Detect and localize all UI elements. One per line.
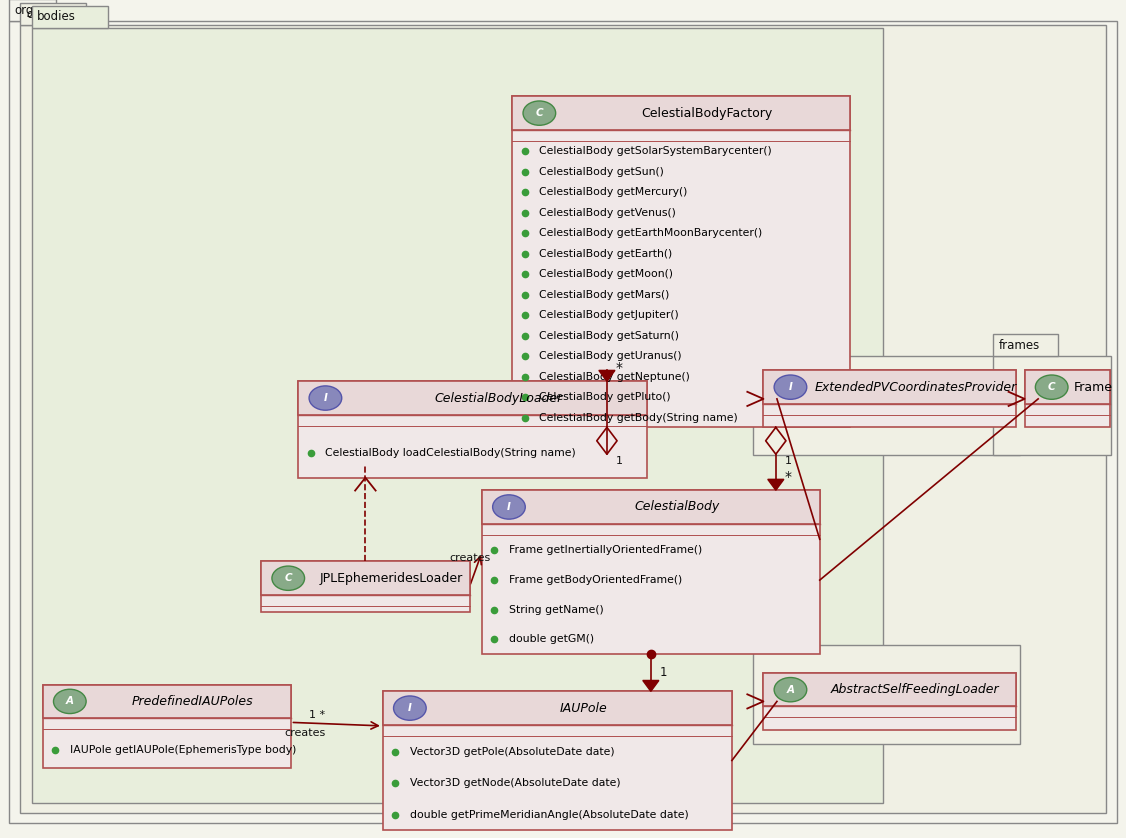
- Polygon shape: [599, 370, 615, 381]
- Circle shape: [394, 696, 427, 720]
- Bar: [43, 685, 291, 718]
- Text: 1 *: 1 *: [310, 710, 325, 720]
- Text: Frame: Frame: [1074, 380, 1112, 394]
- Text: IAUPole: IAUPole: [560, 701, 607, 715]
- Circle shape: [54, 689, 87, 713]
- Text: *: *: [785, 469, 792, 484]
- Bar: [753, 645, 1020, 744]
- Circle shape: [272, 566, 304, 590]
- Text: CelestialBody getMercury(): CelestialBody getMercury(): [539, 188, 688, 198]
- Bar: [32, 28, 883, 803]
- Text: orekit: orekit: [26, 8, 60, 21]
- Polygon shape: [643, 680, 659, 691]
- Bar: [43, 685, 291, 768]
- Bar: [1025, 370, 1110, 427]
- Text: CelestialBody getMoon(): CelestialBody getMoon(): [539, 269, 673, 279]
- Bar: [261, 561, 470, 612]
- Text: CelestialBody getPluto(): CelestialBody getPluto(): [539, 392, 671, 402]
- Text: CelestialBody getSun(): CelestialBody getSun(): [539, 167, 664, 177]
- Text: String getName(): String getName(): [509, 604, 604, 614]
- Text: IAUPole getIAUPole(EphemerisType body): IAUPole getIAUPole(EphemerisType body): [70, 744, 296, 754]
- Text: double getPrimeMeridianAngle(AbsoluteDate date): double getPrimeMeridianAngle(AbsoluteDat…: [410, 810, 689, 820]
- Text: 1: 1: [616, 456, 623, 466]
- Bar: [512, 96, 850, 427]
- Bar: [763, 673, 1016, 706]
- Circle shape: [775, 677, 807, 702]
- Bar: [20, 3, 86, 25]
- Bar: [298, 381, 647, 415]
- Bar: [482, 490, 820, 654]
- Text: utils: utils: [759, 339, 784, 352]
- Text: CelestialBody getMars(): CelestialBody getMars(): [539, 290, 670, 300]
- Bar: [753, 623, 807, 645]
- Text: A: A: [65, 696, 74, 706]
- Text: Frame getBodyOrientedFrame(): Frame getBodyOrientedFrame(): [509, 575, 682, 585]
- Text: 1: 1: [785, 456, 792, 466]
- Text: org: org: [15, 3, 34, 17]
- Text: I: I: [507, 502, 511, 512]
- Text: CelestialBodyLoader: CelestialBodyLoader: [435, 391, 563, 405]
- Bar: [753, 334, 812, 356]
- Bar: [763, 370, 1016, 427]
- Text: frames: frames: [999, 339, 1040, 352]
- Text: Frame getInertiallyOrientedFrame(): Frame getInertiallyOrientedFrame(): [509, 545, 703, 555]
- Bar: [383, 691, 732, 725]
- Bar: [9, 0, 56, 21]
- Bar: [298, 381, 647, 478]
- Bar: [753, 356, 1020, 455]
- Text: creates: creates: [284, 728, 325, 738]
- Text: creates: creates: [449, 553, 491, 563]
- Circle shape: [1036, 375, 1067, 399]
- Text: I: I: [788, 382, 793, 392]
- Circle shape: [493, 494, 525, 520]
- Text: JPLEphemeridesLoader: JPLEphemeridesLoader: [320, 572, 463, 585]
- Text: double getGM(): double getGM(): [509, 634, 595, 644]
- Text: C: C: [285, 573, 292, 583]
- Text: bodies: bodies: [37, 10, 77, 23]
- Bar: [32, 6, 108, 28]
- Bar: [261, 561, 470, 595]
- Text: CelestialBody getSolarSystemBarycenter(): CelestialBody getSolarSystemBarycenter(): [539, 147, 772, 157]
- Text: CelestialBody getEarth(): CelestialBody getEarth(): [539, 249, 672, 259]
- Circle shape: [309, 385, 342, 410]
- Text: CelestialBody getJupiter(): CelestialBody getJupiter(): [539, 310, 679, 320]
- Bar: [383, 691, 732, 830]
- Circle shape: [524, 101, 556, 125]
- Text: I: I: [323, 393, 328, 403]
- Text: CelestialBody getEarthMoonBarycenter(): CelestialBody getEarthMoonBarycenter(): [539, 228, 762, 238]
- Text: data: data: [759, 628, 786, 641]
- Text: CelestialBody: CelestialBody: [634, 500, 720, 514]
- Circle shape: [775, 375, 807, 399]
- Bar: [512, 96, 850, 130]
- Text: CelestialBody getBody(String name): CelestialBody getBody(String name): [539, 412, 739, 422]
- Text: *: *: [616, 360, 623, 375]
- Text: CelestialBody getUranus(): CelestialBody getUranus(): [539, 351, 682, 361]
- Text: Vector3D getPole(AbsoluteDate date): Vector3D getPole(AbsoluteDate date): [410, 747, 615, 757]
- Text: C: C: [536, 108, 543, 118]
- Bar: [1025, 370, 1110, 404]
- Bar: [482, 490, 820, 524]
- Text: CelestialBody getNeptune(): CelestialBody getNeptune(): [539, 371, 690, 381]
- Text: CelestialBody getSaturn(): CelestialBody getSaturn(): [539, 331, 679, 341]
- Text: PredefinedIAUPoles: PredefinedIAUPoles: [132, 695, 253, 708]
- Bar: [993, 334, 1058, 356]
- Bar: [763, 673, 1016, 730]
- Bar: [993, 356, 1111, 455]
- Text: A: A: [786, 685, 795, 695]
- Text: I: I: [408, 703, 412, 713]
- Text: CelestialBody getVenus(): CelestialBody getVenus(): [539, 208, 677, 218]
- Text: C: C: [1048, 382, 1055, 392]
- Text: CelestialBody loadCelestialBody(String name): CelestialBody loadCelestialBody(String n…: [325, 447, 577, 458]
- Text: 1: 1: [660, 666, 668, 679]
- Text: ExtendedPVCoordinatesProvider: ExtendedPVCoordinatesProvider: [814, 380, 1017, 394]
- Text: Vector3D getNode(AbsoluteDate date): Vector3D getNode(AbsoluteDate date): [410, 779, 620, 789]
- Polygon shape: [768, 479, 784, 490]
- Text: CelestialBodyFactory: CelestialBodyFactory: [642, 106, 772, 120]
- Bar: [763, 370, 1016, 404]
- Text: AbstractSelfFeedingLoader: AbstractSelfFeedingLoader: [831, 683, 1000, 696]
